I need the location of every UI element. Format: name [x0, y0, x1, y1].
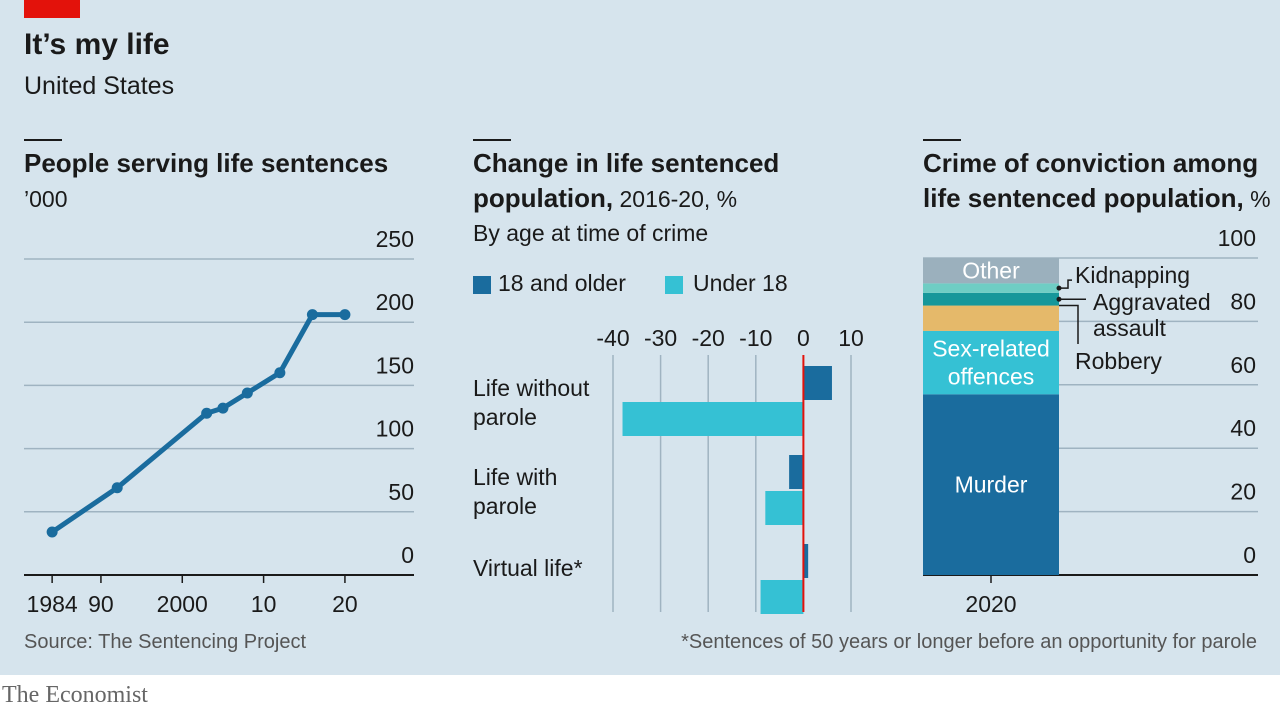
chart2-xtick-label: -20 [692, 325, 725, 351]
chart1-unit: ’000 [24, 186, 68, 212]
chart3-leader-line [1059, 304, 1079, 344]
chart3-segment-label: assault [1093, 315, 1166, 341]
chart3-segment-aggravated-assault [923, 292, 1059, 306]
brand-red-tab [24, 0, 80, 18]
chart3-leader-line [1059, 279, 1072, 289]
chart1-xtick-label: 90 [88, 591, 114, 617]
chart2-xtick-label: 0 [797, 325, 810, 351]
chart3-segment-label: Sex-related [932, 336, 1050, 362]
chart1-data-point [111, 482, 123, 494]
chart3-segment-label: Other [962, 258, 1020, 284]
chart3-ytick-label: 60 [1230, 352, 1256, 378]
chart1-data-point [274, 367, 286, 379]
chart1-title: People serving life sentences [24, 148, 389, 178]
chart3-title-bold: life sentenced population, [923, 183, 1244, 213]
chart2-bar-18-and-older [803, 366, 832, 400]
chart3-segment-other [923, 258, 1059, 284]
chart3-ytick-label: 80 [1230, 288, 1256, 314]
chart3-segment-label: Murder [955, 472, 1028, 498]
chart1-ytick-label: 50 [388, 479, 414, 505]
chart2-bar-under-18 [760, 580, 804, 614]
economist-logo: The Economist [2, 682, 148, 708]
chart2-category-label: Life without [473, 375, 590, 401]
chart2-title-period: 2016-20, % [613, 186, 738, 212]
chart3-ytick-label: 100 [1218, 225, 1256, 251]
chart3-rule [923, 139, 961, 141]
footnote: *Sentences of 50 years or longer before … [681, 631, 1257, 653]
legend-swatch-under-18 [665, 276, 683, 294]
chart1-data-point [339, 309, 351, 321]
chart1-data-point [306, 309, 318, 321]
chart3-segment-label: Kidnapping [1075, 262, 1190, 288]
chart1-data-point [201, 407, 213, 419]
chart3-title-line2: life sentenced population, % [923, 181, 1271, 217]
chart3-ytick-label: 0 [1243, 542, 1256, 568]
chart2-xtick-label: -40 [596, 325, 629, 351]
chart2-xtick-label: -10 [739, 325, 772, 351]
chart2-category-label: Virtual life* [473, 555, 583, 581]
chart3-segment-kidnapping [923, 283, 1059, 293]
chart3-xtick-label: 2020 [965, 591, 1016, 617]
chart2-bar-18-and-older [789, 455, 804, 489]
chart2-category-label: Life with [473, 464, 557, 490]
chart1-data-point [46, 526, 58, 538]
chart2-bar-18-and-older [803, 544, 809, 578]
chart3-segment-label: Aggravated [1093, 289, 1211, 315]
chart3-title-unit: % [1243, 186, 1271, 212]
chart3-segment-murder [923, 394, 1059, 575]
chart2-title: Change in life sentenced population, 201… [473, 146, 873, 217]
chart1-xtick-label: 2000 [157, 591, 208, 617]
source-note: Source: The Sentencing Project [24, 631, 307, 653]
chart1-data-point [241, 387, 253, 399]
chart2-category-label: parole [473, 493, 537, 519]
chart2-bar-under-18 [765, 491, 804, 525]
page-subtitle: United States [24, 72, 175, 100]
chart3-segment-robbery [923, 305, 1059, 331]
chart2-xtick-label: -30 [644, 325, 677, 351]
chart1-ytick-label: 0 [401, 542, 414, 568]
chart1-ytick-label: 100 [376, 416, 414, 442]
chart1-xtick-label: 1984 [27, 591, 78, 617]
legend-swatch-18-and-older [473, 276, 491, 294]
chart3-ytick-label: 40 [1230, 415, 1256, 441]
chart3-segment-sex-related-offences [923, 330, 1059, 395]
chart3-title-line1: Crime of conviction among [923, 148, 1259, 178]
chart1-series-line [49, 312, 348, 535]
chart1-ytick-label: 200 [376, 289, 414, 315]
chart3-ytick-label: 20 [1230, 479, 1256, 505]
chart-panel [0, 0, 1280, 675]
chart3-segment-label: Robbery [1075, 348, 1162, 374]
chart2-subtitle: By age at time of crime [473, 220, 709, 246]
chart1-xtick-label: 10 [251, 591, 277, 617]
chart1-data-point [217, 402, 229, 414]
legend-label-under-18: Under 18 [693, 270, 788, 296]
chart2-category-label: parole [473, 404, 537, 430]
legend-label-18-and-older: 18 and older [498, 270, 626, 296]
chart2-xtick-label: 10 [838, 325, 864, 351]
chart1-ytick-label: 150 [376, 352, 414, 378]
chart1-ytick-label: 250 [376, 226, 414, 252]
page-title: It’s my life [24, 28, 170, 61]
chart2-rule [473, 139, 511, 141]
chart1-rule [24, 139, 62, 141]
chart2-title-bold: Change in life sentenced population, [473, 148, 780, 213]
chart1-xtick-label: 20 [332, 591, 358, 617]
chart2-bar-under-18 [622, 402, 804, 436]
chart3-segment-label: offences [948, 364, 1035, 390]
